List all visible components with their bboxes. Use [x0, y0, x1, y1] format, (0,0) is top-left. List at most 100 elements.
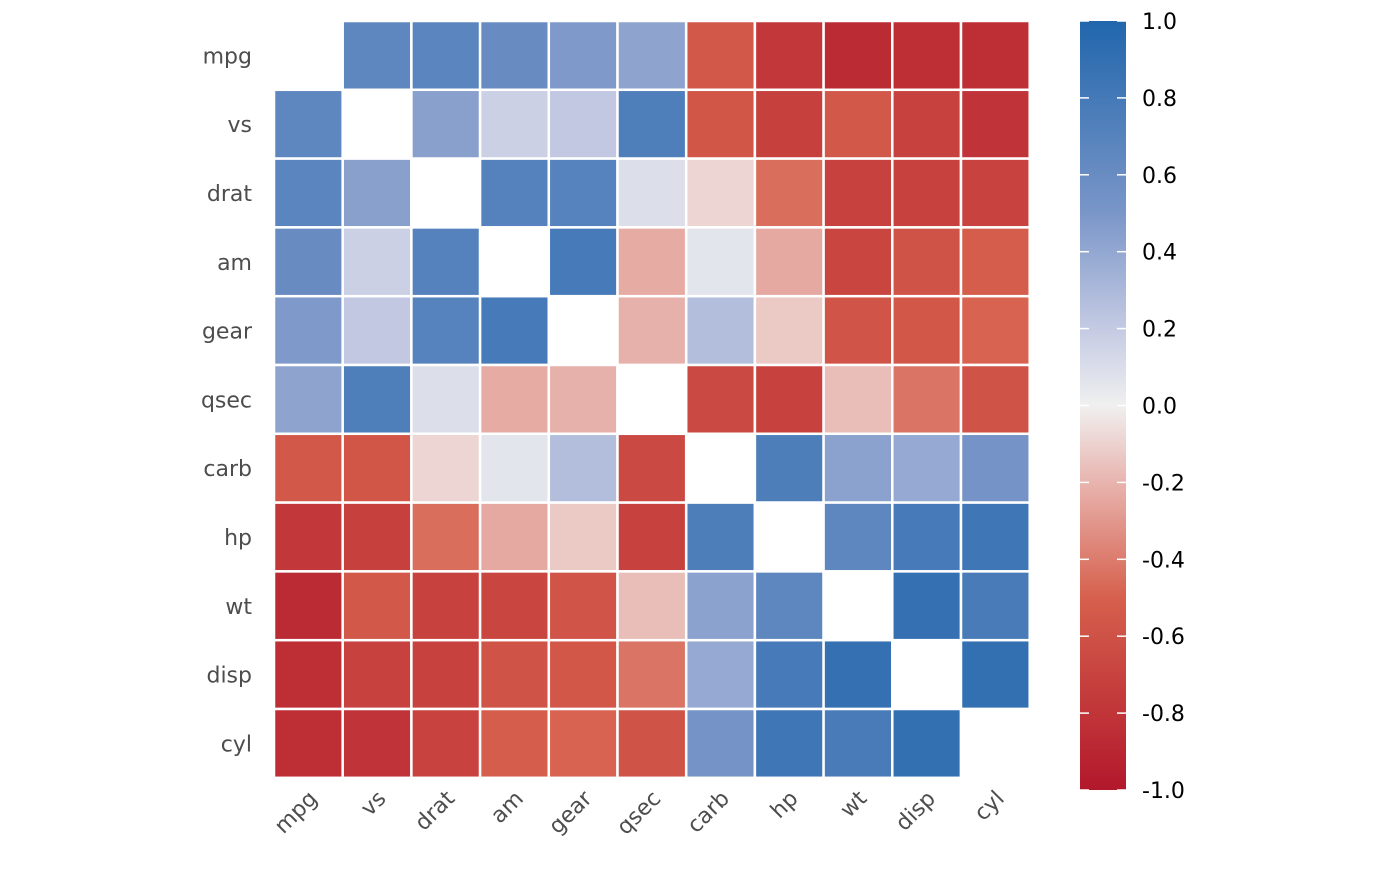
heatmap-cell-wt-mpg: [272, 570, 344, 642]
legend-tick-label: 0.6: [1142, 164, 1177, 189]
legend-tick-label: 0.2: [1142, 318, 1177, 343]
heatmap-cell-disp-hp: [753, 638, 825, 711]
heatmap-cell-drat-am: [478, 157, 551, 229]
heatmap-cell-cyl-mpg: [272, 707, 344, 780]
heatmap-cell-vs-drat: [410, 88, 482, 160]
heatmap-cell-carb-vs: [341, 432, 413, 504]
color-legend: 1.0 0.8 0.6 0.4 0.2 0.0 -0.2 -0.4 -0.6 -0.8 -1.0: [1080, 10, 1185, 804]
heatmap-cell-am-cyl: [959, 226, 1031, 298]
heatmap-cell-drat-cyl: [959, 157, 1031, 229]
heatmap-cell-mpg-wt: [822, 19, 894, 92]
heatmap-cell-hp-wt: [822, 501, 894, 573]
y-axis-label-carb: carb: [203, 457, 252, 482]
legend-tick-label: -1.0: [1142, 779, 1185, 804]
heatmap-cell-hp-drat: [410, 501, 482, 573]
y-axis-label-mpg: mpg: [203, 44, 252, 69]
heatmap-cell-qsec-hp: [753, 363, 825, 436]
heatmap-cell-qsec-mpg: [272, 363, 344, 436]
heatmap-cell-cyl-gear: [547, 707, 619, 780]
heatmap-cell-gear-vs: [341, 294, 413, 367]
heatmap-cell-drat-carb: [684, 157, 757, 229]
heatmap-cell-wt-vs: [341, 570, 413, 642]
heatmap-cell-vs-cyl: [959, 88, 1031, 160]
y-axis-label-cyl: cyl: [221, 732, 252, 757]
heatmap-cell-hp-cyl: [959, 501, 1031, 573]
heatmap-cell-carb-wt: [822, 432, 894, 504]
x-axis-label-qsec: qsec: [612, 786, 666, 840]
x-axis-label-hp: hp: [766, 786, 803, 823]
heatmap-cell-carb-drat: [410, 432, 482, 504]
heatmap-cell-drat-gear: [547, 157, 619, 229]
heatmap-cell-carb-hp: [753, 432, 825, 504]
heatmap-cell-hp-hp: [753, 501, 825, 573]
heatmap-cell-cyl-wt: [822, 707, 894, 780]
heatmap-cell-vs-vs: [341, 88, 413, 160]
heatmap-cell-hp-qsec: [616, 501, 688, 573]
heatmap-cell-gear-drat: [410, 294, 482, 367]
y-axis-label-qsec: qsec: [201, 388, 252, 413]
heatmap-cell-am-disp: [891, 226, 963, 298]
legend-tick-label: -0.6: [1142, 625, 1185, 650]
y-axis-label-hp: hp: [224, 526, 252, 551]
x-axis-label-mpg: mpg: [270, 786, 323, 839]
legend-tick-label: 0.0: [1142, 395, 1177, 420]
heatmap-cell-vs-am: [478, 88, 551, 160]
legend-tick-label: -0.4: [1142, 548, 1185, 573]
heatmap-cell-gear-disp: [891, 294, 963, 367]
heatmap-cell-cyl-qsec: [616, 707, 688, 780]
heatmap-cell-cyl-cyl: [959, 707, 1031, 780]
heatmap-cell-carb-carb: [684, 432, 757, 504]
y-axis-labels: mpg vs drat am gear qsec carb hp wt disp cyl: [201, 44, 253, 757]
x-axis-label-carb: carb: [683, 786, 735, 838]
heatmap-cell-cyl-hp: [753, 707, 825, 780]
heatmap-cell-mpg-am: [478, 19, 551, 92]
heatmap-cell-am-drat: [410, 226, 482, 298]
heatmap-cell-vs-carb: [684, 88, 757, 160]
heatmap-cell-am-hp: [753, 226, 825, 298]
heatmap-cell-gear-carb: [684, 294, 757, 367]
heatmap-cell-mpg-hp: [753, 19, 825, 92]
heatmap-cell-qsec-am: [478, 363, 551, 436]
heatmap-cell-hp-gear: [547, 501, 619, 573]
heatmap-cell-carb-qsec: [616, 432, 688, 504]
heatmap-cell-mpg-disp: [891, 19, 963, 92]
heatmap-cell-wt-am: [478, 570, 551, 642]
heatmap-cell-wt-gear: [547, 570, 619, 642]
heatmap-cell-vs-disp: [891, 88, 963, 160]
heatmap-cell-drat-qsec: [616, 157, 688, 229]
heatmap-cell-cyl-carb: [684, 707, 757, 780]
x-axis-label-wt: wt: [836, 786, 873, 823]
x-axis-label-gear: gear: [544, 786, 598, 840]
heatmap-cell-disp-disp: [891, 638, 963, 711]
heatmap-cell-disp-drat: [410, 638, 482, 711]
heatmap-cell-mpg-mpg: [272, 19, 344, 92]
heatmap-cells: [272, 19, 1031, 780]
heatmap-cell-wt-wt: [822, 570, 894, 642]
heatmap-cell-carb-disp: [891, 432, 963, 504]
heatmap-cell-mpg-carb: [684, 19, 757, 92]
heatmap-cell-carb-gear: [547, 432, 619, 504]
heatmap-cell-vs-qsec: [616, 88, 688, 160]
heatmap-cell-am-vs: [341, 226, 413, 298]
y-axis-label-vs: vs: [228, 113, 252, 138]
y-axis-label-gear: gear: [202, 320, 253, 345]
heatmap-cell-gear-wt: [822, 294, 894, 367]
heatmap-cell-cyl-drat: [410, 707, 482, 780]
heatmap-cell-hp-vs: [341, 501, 413, 573]
heatmap-cell-cyl-disp: [891, 707, 963, 780]
heatmap-cell-vs-gear: [547, 88, 619, 160]
heatmap-cell-wt-qsec: [616, 570, 688, 642]
heatmap-cell-wt-carb: [684, 570, 757, 642]
heatmap-cell-disp-am: [478, 638, 551, 711]
x-axis-label-cyl: cyl: [970, 786, 1010, 826]
heatmap-cell-am-qsec: [616, 226, 688, 298]
x-axis-label-vs: vs: [356, 786, 391, 821]
heatmap-cell-qsec-gear: [547, 363, 619, 436]
heatmap-cell-drat-vs: [341, 157, 413, 229]
heatmap-cell-qsec-vs: [341, 363, 413, 436]
heatmap-cell-am-gear: [547, 226, 619, 298]
heatmap-cell-wt-hp: [753, 570, 825, 642]
heatmap-cell-gear-hp: [753, 294, 825, 367]
heatmap-cell-disp-gear: [547, 638, 619, 711]
